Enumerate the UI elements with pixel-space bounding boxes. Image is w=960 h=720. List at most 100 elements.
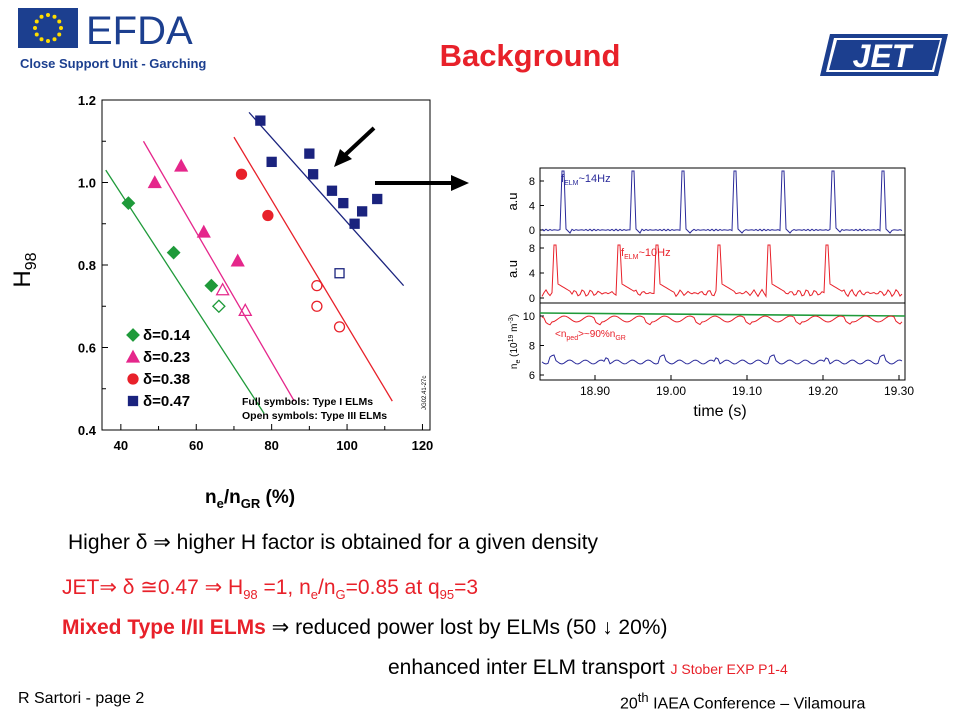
ts-panel-frame-1 — [539, 234, 906, 304]
ts-ned-red — [541, 315, 903, 326]
point-open — [215, 282, 230, 296]
point-full — [266, 156, 277, 168]
b4-ref: J Stober EXP P1-4 — [670, 661, 788, 677]
point-full — [196, 224, 211, 238]
ts-y-tick-label: 10 — [523, 311, 535, 323]
ts-y-tick-label: 8 — [529, 176, 535, 188]
ts-x-tick-label: 19.00 — [656, 384, 686, 398]
ts-annotation-nped: <nped>~90%nGR — [555, 329, 626, 342]
bullet-inter-elm: enhanced inter ELM transport J Stober EX… — [388, 656, 788, 680]
point-full — [204, 278, 219, 293]
b3-bold: Mixed Type I/II ELMs — [62, 616, 266, 639]
y-tick-label: 1.0 — [78, 176, 96, 191]
ts-annotation-10hz: fELM~10Hz — [621, 247, 671, 261]
b4-main: enhanced inter ELM transport — [388, 656, 671, 679]
legend-marker — [127, 395, 139, 407]
y-tick-label: 1.2 — [78, 93, 96, 108]
efda-subtitle: Close Support Unit - Garching — [20, 56, 206, 71]
point-full — [147, 175, 162, 189]
eu-star — [52, 14, 57, 19]
pointer-arrow-diagonal — [334, 126, 376, 167]
point-full — [166, 245, 181, 260]
ts-x-tick-label: 18.90 — [580, 384, 610, 398]
point-full — [230, 253, 245, 267]
eu-star — [57, 32, 62, 37]
ts-y-tick-label: 8 — [529, 243, 535, 255]
point-full — [304, 148, 315, 159]
y-tick-label: 0.4 — [78, 423, 97, 438]
ts-x-tick-label: 19.30 — [884, 384, 914, 398]
point-full — [262, 209, 274, 222]
ts-ned-blue — [541, 354, 903, 365]
b2-a: JET⇒ δ ≅0.47 ⇒ H — [62, 576, 244, 599]
b2-sub2: e — [310, 587, 319, 603]
legend-marker — [127, 373, 139, 385]
bullet-jet-result: JET⇒ δ ≅0.47 ⇒ H98 =1, ne/nG=0.85 at q95… — [62, 575, 478, 602]
eu-star — [34, 32, 39, 37]
ts-y-label-1: a.u — [505, 260, 520, 278]
legend-marker — [125, 349, 141, 363]
legend-note-open: Open symbols: Type III ELMs — [242, 410, 387, 422]
b2-c: /n — [318, 576, 336, 599]
ts-signal-14hz — [541, 170, 903, 234]
ts-y-tick-label: 4 — [529, 268, 535, 280]
ts-y-tick-label: 6 — [529, 370, 535, 382]
eu-stars — [33, 13, 63, 43]
footer-conference: 20th IAEA Conference – Vilamoura — [620, 690, 865, 713]
jet-logo: JET — [820, 34, 948, 76]
slide-title: Background — [439, 38, 621, 73]
legend-note-full: Full symbols: Type I ELMs — [242, 396, 373, 408]
scatter-points — [121, 115, 383, 333]
fit-line-3 — [248, 111, 405, 287]
y-tick-label: 0.8 — [78, 258, 96, 273]
point-full — [326, 185, 338, 196]
legend-label: δ=0.14 — [143, 327, 191, 344]
y-axis-label: H98 — [10, 252, 40, 287]
legend-marker — [126, 328, 140, 342]
ts-y-label-2: ne (1019 m-3) — [508, 314, 522, 369]
x-tick-label: 40 — [114, 438, 128, 453]
x-tick-label: 80 — [264, 438, 278, 453]
figure-tag: JG02.41-27c — [422, 376, 428, 410]
point-full — [235, 168, 248, 180]
efda-logo: EFDA Close Support Unit - Garching — [18, 8, 206, 71]
fit-line-1 — [142, 140, 295, 402]
point-open — [211, 299, 226, 314]
ts-annotation-14hz: fELM~14Hz — [561, 173, 611, 187]
eu-star — [59, 26, 63, 30]
x-tick-label: 100 — [336, 438, 358, 453]
eu-star — [33, 26, 37, 30]
y-tick-label: 0.6 — [78, 341, 96, 356]
point-open — [311, 300, 323, 312]
fit-line-2 — [233, 136, 393, 402]
x-tick-label: 60 — [189, 438, 203, 453]
point-full — [255, 115, 266, 126]
ts-panel-frame-2 — [539, 302, 906, 381]
footer-author-page: R Sartori - page 2 — [18, 690, 145, 707]
fit-line-0 — [105, 169, 265, 414]
footer-conf: IAEA Conference – Vilamoura — [648, 695, 866, 713]
b2-b: =1, n — [257, 576, 311, 599]
b2-sub4: 95 — [439, 587, 455, 603]
ts-ned-green — [539, 312, 906, 317]
legend-label: δ=0.38 — [143, 371, 190, 388]
ts-y-tick-label: 4 — [529, 201, 535, 213]
ts-y-label-0: a.u — [505, 192, 520, 210]
point-open — [238, 303, 253, 317]
point-full — [307, 169, 319, 180]
footer-20: 20 — [620, 695, 638, 713]
footer-th: th — [637, 690, 649, 705]
scatter-legend: δ=0.14 δ=0.23 δ=0.38 δ=0.47 Full symbols: Ty… — [125, 327, 387, 422]
ts-y-tick-label: 0 — [529, 225, 535, 237]
point-full — [338, 197, 349, 209]
jet-wordmark: JET — [853, 38, 914, 74]
legend-label: δ=0.23 — [143, 349, 190, 366]
scatter-fit-lines — [105, 111, 405, 414]
eu-star — [39, 14, 44, 19]
ts-x-axis-label: time (s) — [693, 403, 746, 420]
eu-star — [46, 39, 50, 43]
b2-sub1: 98 — [243, 587, 258, 603]
eu-star — [34, 19, 39, 24]
point-open — [311, 279, 323, 292]
